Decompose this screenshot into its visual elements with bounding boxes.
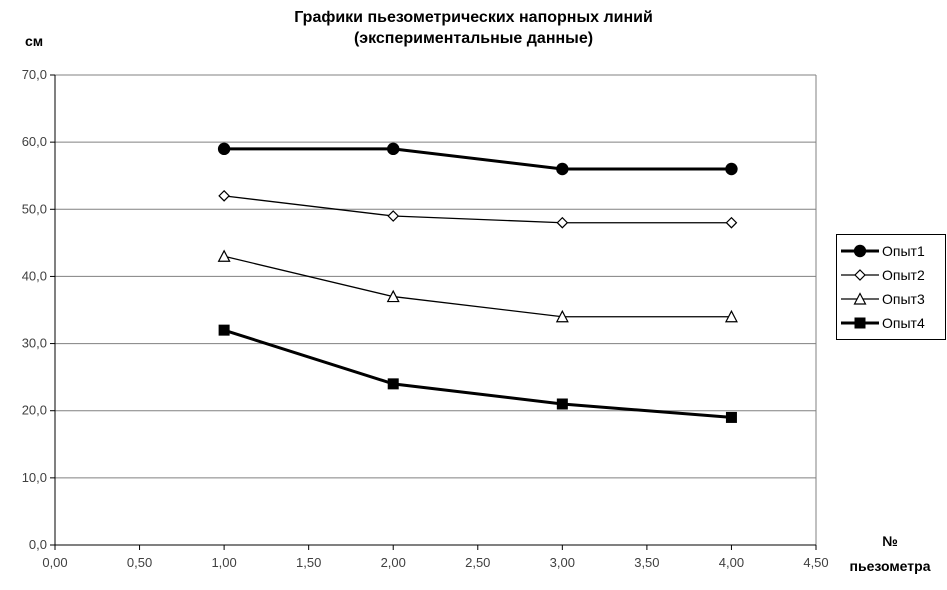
legend-series-marker-icon: [841, 244, 879, 258]
legend-item-2: Опыт2: [840, 263, 942, 287]
x-axis-title: № пьезометра: [838, 529, 942, 579]
series-2-marker: [387, 210, 400, 222]
series-3-marker: [217, 249, 231, 262]
series-2-marker: [725, 216, 738, 229]
series-2-marker: [556, 216, 569, 229]
x-tick-label: 0,00: [42, 555, 67, 570]
y-tick-label: 30,0: [22, 336, 47, 351]
series-1-marker: [725, 162, 738, 176]
series-line-3: [223, 255, 732, 318]
legend-label: Опыт4: [882, 315, 925, 331]
x-tick-label: 3,00: [550, 555, 575, 570]
series-line-2: [224, 195, 732, 224]
series-3-marker: [724, 309, 738, 323]
x-tick-label: 3,50: [634, 555, 659, 570]
y-tick-label: 40,0: [22, 268, 47, 283]
x-tick-label: 2,50: [465, 555, 490, 570]
series-3-marker: [555, 309, 569, 323]
x-tick-label: 1,00: [211, 555, 236, 570]
legend-item-1: Опыт1: [840, 239, 942, 263]
legend-label: Опыт3: [882, 291, 925, 307]
legend-sample-marker: [854, 317, 866, 329]
series-line-1: [224, 147, 732, 171]
legend-item-3: Опыт3: [840, 287, 942, 311]
x-tick-label: 4,50: [803, 555, 828, 570]
legend-sample-marker: [853, 292, 867, 305]
y-tick-label: 20,0: [22, 403, 47, 418]
legend-sample-marker: [854, 269, 866, 281]
series-1-marker: [217, 142, 231, 156]
x-tick-label: 2,00: [381, 555, 406, 570]
y-axis-unit-label: см: [25, 33, 44, 49]
series-line-4: [223, 328, 732, 419]
series-1-marker: [387, 142, 400, 156]
y-tick-label: 10,0: [22, 470, 47, 485]
series-4-marker: [387, 378, 399, 390]
x-tick-label: 4,00: [719, 555, 744, 570]
y-tick-label: 50,0: [22, 201, 47, 216]
series-4-marker: [725, 411, 737, 423]
legend-label: Опыт1: [882, 243, 925, 259]
series-2-marker: [218, 190, 230, 202]
series-1-marker: [556, 162, 569, 176]
legend: Опыт1 Опыт2 Опыт3 Опыт4: [836, 234, 946, 340]
y-tick-label: 0,0: [29, 537, 47, 552]
legend-series-marker-icon: [841, 317, 879, 329]
legend-series-marker-icon: [841, 292, 879, 305]
series-4-marker: [218, 324, 230, 336]
y-tick-label: 70,0: [22, 67, 47, 82]
legend-series-marker-icon: [841, 269, 879, 281]
x-tick-label: 1,50: [296, 555, 321, 570]
x-axis-title-line2: пьезометра: [849, 558, 931, 574]
series-4-marker: [556, 398, 568, 410]
chart-title: Графики пьезометрических напорных линий …: [0, 7, 947, 49]
legend-label: Опыт2: [882, 267, 925, 283]
x-tick-label: 0,50: [127, 555, 152, 570]
chart-title-line1: Графики пьезометрических напорных линий: [294, 9, 653, 26]
legend-item-4: Опыт4: [840, 311, 942, 335]
y-tick-label: 60,0: [22, 134, 47, 149]
legend-sample-marker: [853, 244, 867, 258]
chart-title-line2: (экспериментальные данные): [353, 30, 594, 47]
x-axis-title-line1: №: [882, 533, 898, 549]
series-3-marker: [386, 289, 400, 303]
